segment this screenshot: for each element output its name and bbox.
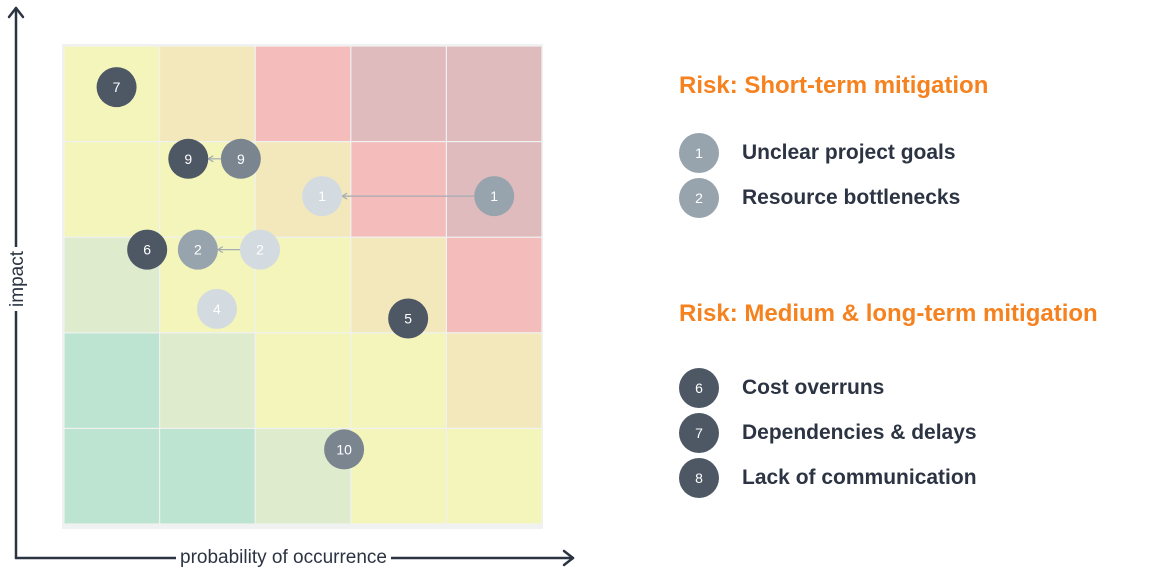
risk-marker-circle [127,229,168,270]
risk-marker: 7 [96,67,137,108]
matrix-cell [255,46,351,141]
risk-marker-circle [168,138,209,179]
legend-risk-badge: 6 [679,368,719,408]
risk-marker: 4 [196,288,237,329]
legend-risk-badge: 8 [679,458,719,498]
legend-item-short-2: 2 Resource bottlenecks [679,178,960,218]
legend-item-long-8: 8 Lack of communication [679,458,977,498]
risk-marker: 1 [302,176,343,217]
risk-marker-circle [96,67,137,108]
risk-marker: 2 [239,229,280,270]
x-axis-arrowhead [562,549,575,567]
risk-marker-circle [302,176,343,217]
risk-marker-label: 7 [113,79,121,95]
risk-marker-label: 9 [184,151,192,167]
risk-marker-circle [239,229,280,270]
matrix-cell [64,429,159,524]
matrix-cell [447,429,542,524]
legend-heading-long-term: Risk: Medium & long-term mitigation [679,300,1098,327]
legend-risk-badge: 2 [679,178,719,218]
matrix-cell [351,142,446,237]
risk-marker-circle [324,429,365,470]
risk-marker-circle [177,229,218,270]
matrix-cell [351,333,446,428]
matrix-cell [255,333,351,428]
legend-item-long-7: 7 Dependencies & delays [679,413,977,453]
risk-marker-label: 1 [318,188,326,204]
matrix-cell [160,333,255,428]
legend-risk-label: Resource bottlenecks [742,186,961,209]
risk-marker: 9 [168,138,209,179]
y-axis-arrowhead [7,6,25,19]
legend-item-short-1: 1 Unclear project goals [679,133,956,173]
matrix-cell [351,429,446,524]
matrix-cell [351,46,446,141]
matrix-cells [64,46,542,524]
legend-risk-label: Cost overruns [742,376,885,399]
legend-risk-label: Lack of communication [742,466,977,489]
matrix-cell [447,46,542,141]
legend-risk-label: Unclear project goals [742,141,956,164]
risk-marker-circle [388,298,429,339]
legend-risk-label: Dependencies & delays [742,421,977,444]
matrix-cell [447,333,542,428]
risk-marker: 10 [324,429,365,470]
legend-item-long-6: 6 Cost overruns [679,368,884,408]
risk-marker-label: 6 [143,242,151,258]
risk-marker: 2 [177,229,218,270]
risk-marker-label: 4 [213,301,221,317]
matrix-cell [160,46,255,141]
risk-marker: 9 [220,138,261,179]
risk-marker-label: 2 [194,242,202,258]
legend-risk-badge: 7 [679,413,719,453]
matrix-cell [64,142,159,237]
y-axis-label: impact [7,247,29,311]
legend-heading-short-term: Risk: Short-term mitigation [679,72,989,99]
risk-matrix: 7 9 9 1 1 6 2 2 4 5 10 [7,6,575,567]
risk-marker-label: 10 [336,441,352,457]
risk-markers: 7 9 9 1 1 6 2 2 4 5 10 [96,67,515,470]
risk-marker-circle [474,176,515,217]
risk-marker-label: 1 [490,188,498,204]
risk-marker-label: 2 [256,242,264,258]
legend-risk-badge: 1 [679,133,719,173]
risk-marker: 1 [474,176,515,217]
risk-marker-label: 5 [404,310,412,326]
x-axis-label: probability of occurrence [176,547,391,569]
risk-marker: 5 [388,298,429,339]
risk-marker-label: 9 [237,151,245,167]
risk-marker: 6 [127,229,168,270]
matrix-cell [64,333,159,428]
matrix-cell [447,237,542,333]
risk-marker-circle [220,138,261,179]
risk-marker-circle [196,288,237,329]
matrix-cell [160,429,255,524]
